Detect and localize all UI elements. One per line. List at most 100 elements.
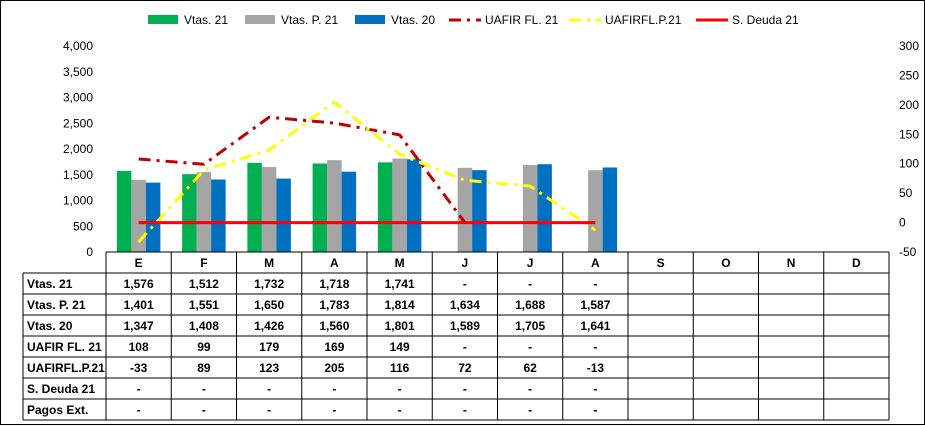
table-cell: 179 — [259, 340, 279, 354]
table-header-cell: J — [527, 256, 534, 270]
table-header-cell: E — [135, 256, 143, 270]
bar — [145, 182, 161, 252]
table-header-cell: F — [200, 256, 207, 270]
table-row-label: UAFIR FL. 21 — [27, 340, 102, 354]
bar — [602, 167, 618, 252]
table-cell: - — [528, 340, 532, 354]
table-cell: 1,551 — [189, 298, 219, 312]
bar — [522, 165, 538, 252]
table-cell: 1,347 — [124, 319, 154, 333]
table-cell: 1,576 — [124, 277, 154, 291]
table-cell: 1,587 — [580, 298, 610, 312]
bar — [196, 172, 212, 252]
table-header-cell: N — [787, 256, 796, 270]
table-cell: 1,641 — [580, 319, 610, 333]
table-header-cell: J — [462, 256, 469, 270]
series-line — [137, 100, 597, 244]
y-left-tick-label: 3,000 — [63, 91, 93, 105]
table-row-label: Vtas. P. 21 — [27, 298, 86, 312]
table-cell: 1,732 — [254, 277, 284, 291]
table-cell: 169 — [324, 340, 344, 354]
y-right-tick-label: 300 — [899, 39, 919, 53]
table-cell: - — [137, 403, 141, 417]
bar — [327, 160, 342, 252]
table-row-label: Vtas. 21 — [27, 277, 73, 291]
bar — [261, 167, 277, 252]
y-right-tick-label: 0 — [899, 216, 906, 230]
legend-label: Vtas. 20 — [391, 13, 435, 27]
table-cell: 72 — [458, 361, 472, 375]
y-right-tick-label: -50 — [899, 245, 917, 259]
table-cell: 108 — [129, 340, 149, 354]
table-header-cell: A — [330, 256, 339, 270]
table-header-cell: D — [852, 256, 861, 270]
legend-label: UAFIRFL.P.21 — [605, 13, 682, 27]
table-cell: 1,741 — [385, 277, 415, 291]
table-cell: - — [593, 382, 597, 396]
legend-swatch — [355, 15, 385, 24]
bar — [392, 158, 407, 252]
table-cell: 1,783 — [319, 298, 349, 312]
table-cell: -13 — [587, 361, 605, 375]
bar — [182, 174, 197, 252]
table-header-cell: O — [721, 256, 730, 270]
table-cell: - — [463, 277, 467, 291]
table-cell: 1,801 — [385, 319, 415, 333]
table-cell: - — [398, 382, 402, 396]
y-right-tick-label: 200 — [899, 98, 919, 112]
legend-label: S. Deuda 21 — [732, 13, 799, 27]
table-cell: - — [528, 382, 532, 396]
table-cell: - — [463, 340, 467, 354]
table-cell: 99 — [197, 340, 211, 354]
table-cell: - — [202, 403, 206, 417]
table-cell: - — [202, 382, 206, 396]
table-row-label: Vtas. 20 — [27, 319, 73, 333]
bar — [116, 170, 132, 252]
bar — [377, 162, 393, 252]
table-cell: 1,512 — [189, 277, 219, 291]
bar — [406, 159, 422, 252]
table-cell: 1,589 — [450, 319, 480, 333]
table-cell: - — [593, 403, 597, 417]
y-right-tick-label: 50 — [899, 186, 913, 200]
bar — [247, 162, 262, 252]
series-line — [138, 115, 467, 224]
legend-swatch — [148, 15, 178, 24]
legend-label: Vtas. P. 21 — [281, 13, 338, 27]
y-left-tick-label: 2,000 — [63, 142, 93, 156]
table-cell: 116 — [390, 361, 410, 375]
y-left-tick-label: 500 — [73, 219, 93, 233]
table-header-cell: M — [395, 256, 405, 270]
table-cell: 1,426 — [254, 319, 284, 333]
table-cell: 1,814 — [385, 298, 415, 312]
table-cell: - — [267, 382, 271, 396]
bar — [131, 179, 146, 252]
table-cell: 1,650 — [254, 298, 284, 312]
table-cell: 1,408 — [189, 319, 219, 333]
table-cell: 1,705 — [515, 319, 545, 333]
y-left-tick-label: 1,500 — [63, 168, 93, 182]
bar — [211, 179, 226, 252]
table-cell: 1,688 — [515, 298, 545, 312]
table-row-label: S. Deuda 21 — [27, 382, 95, 396]
table-header-cell: M — [264, 256, 274, 270]
table-cell: 1,718 — [319, 277, 349, 291]
legend-swatch — [245, 15, 275, 24]
table-row-label: Pagos Ext. — [27, 403, 88, 417]
table-cell: - — [593, 277, 597, 291]
table-cell: 1,401 — [124, 298, 154, 312]
bar — [457, 167, 473, 252]
y-right-tick-label: 100 — [899, 157, 919, 171]
table-cell: - — [332, 403, 336, 417]
table-cell: - — [463, 382, 467, 396]
table-cell: - — [332, 382, 336, 396]
table-cell: 89 — [197, 361, 211, 375]
bar — [537, 164, 552, 252]
bar — [341, 171, 357, 252]
table-cell: 1,634 — [450, 298, 480, 312]
table-cell: - — [528, 403, 532, 417]
table-cell: - — [137, 382, 141, 396]
table-header-cell: S — [657, 256, 665, 270]
